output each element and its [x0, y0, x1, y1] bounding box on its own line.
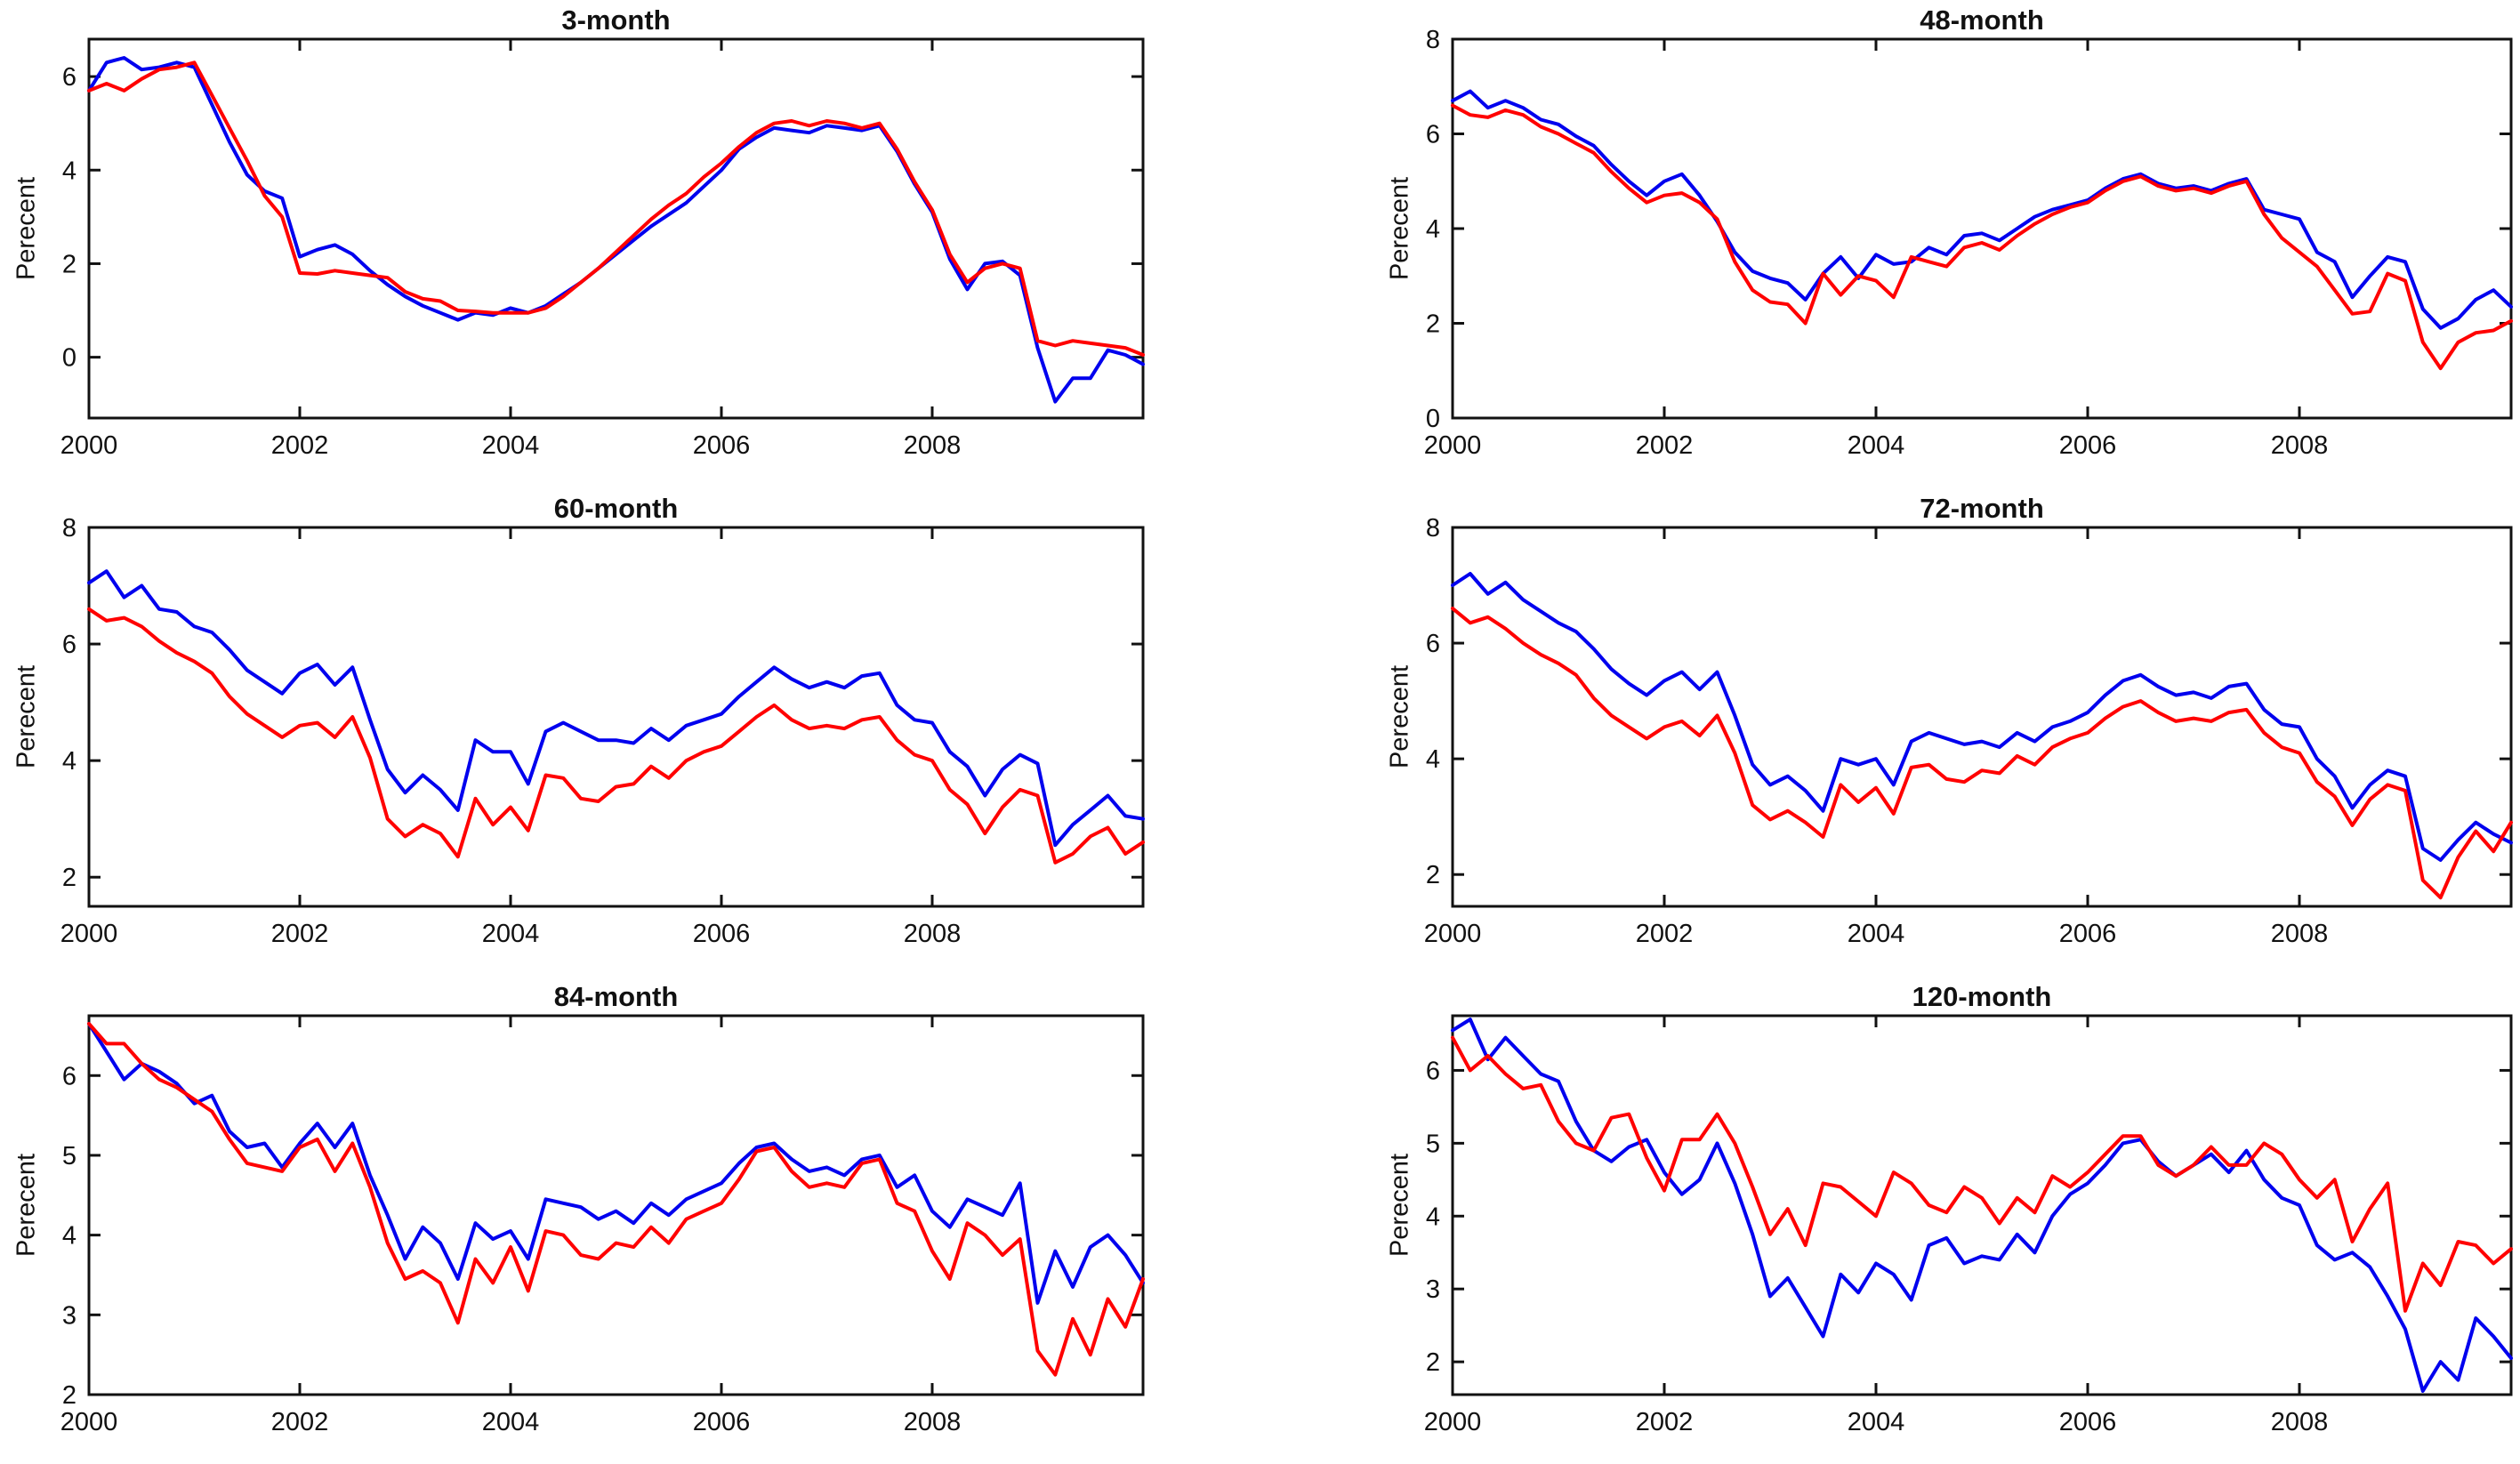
subplot-3-month: 3-month Perecent 2000 2002 2004 2006 2008 0 2 4… [0, 0, 1379, 487]
chart-title: 48-month [1920, 4, 2044, 36]
axes-box [87, 526, 1145, 908]
x-tick-label: 2002 [271, 920, 329, 948]
x-tick-label: 2000 [1424, 431, 1482, 460]
y-tick-label: 6 [1426, 630, 1440, 658]
y-tick-label: 4 [1426, 745, 1440, 774]
chart-title: 72-month [1920, 493, 2044, 524]
x-tick-label: 2008 [2271, 1408, 2329, 1436]
x-tick-label: 2004 [1848, 1408, 1905, 1436]
y-tick-label: 6 [1426, 121, 1440, 149]
y-tick-label: 4 [62, 1222, 76, 1251]
y-tick-label: 0 [1426, 405, 1440, 433]
y-tick-label: 6 [1426, 1057, 1440, 1085]
chart-plot-area: 2000 2002 2004 2006 2008 2 4 6 8 [60, 514, 1145, 948]
x-tick-label: 2004 [482, 1408, 540, 1436]
x-tick-label: 2006 [2059, 431, 2117, 460]
x-tick-label: 2000 [60, 431, 118, 460]
x-tick-label: 2004 [1848, 431, 1905, 460]
y-tick-label: 4 [62, 747, 76, 776]
x-tick-label: 2006 [2059, 1408, 2117, 1436]
y-tick-label: 0 [62, 344, 76, 373]
x-tick-label: 2006 [693, 431, 751, 460]
x-tick-label: 2002 [1636, 1408, 1694, 1436]
series-line-blue [87, 56, 1145, 404]
y-tick-label: 2 [1426, 1348, 1440, 1377]
y-tick-label: 3 [1426, 1275, 1440, 1304]
x-tick-label: 2004 [1848, 920, 1905, 948]
chart-title: 3-month [561, 4, 671, 36]
x-tick-label: 2008 [2271, 431, 2329, 460]
x-tick-label: 2006 [2059, 920, 2117, 948]
x-tick-label: 2008 [904, 920, 962, 948]
subplot-72-month: 72-month Perecent 2000 2002 2004 2006 2008 2 4… [1379, 488, 2520, 976]
x-tick-label: 2000 [60, 920, 118, 948]
x-tick-label: 2002 [1636, 431, 1694, 460]
series-line-red [87, 60, 1145, 357]
series-line-red [1451, 103, 2513, 371]
subplot-60-month: 60-month Perecent 2000 2002 2004 2006 2008 2 4… [0, 488, 1379, 976]
y-tick-label: 5 [1426, 1130, 1440, 1158]
x-tick-label: 2004 [482, 431, 540, 460]
chart-title: 84-month [553, 981, 679, 1012]
chart-plot-area: 2000 2002 2004 2006 2008 2 3 4 5 6 [60, 1014, 1145, 1436]
x-tick-label: 2002 [271, 1408, 329, 1436]
x-tick-label: 2004 [482, 920, 540, 948]
x-tick-label: 2006 [693, 920, 751, 948]
y-tick-label: 4 [1426, 215, 1440, 244]
chart-plot-area: 2000 2002 2004 2006 2008 2 4 6 8 [1424, 514, 2513, 948]
x-tick-label: 2008 [904, 431, 962, 460]
series-line-blue [87, 1022, 1145, 1305]
y-tick-label: 6 [62, 631, 76, 659]
chart-title: 120-month [1912, 981, 2052, 1012]
y-tick-label: 8 [1426, 26, 1440, 54]
series-line-blue [1451, 1018, 2513, 1393]
y-tick-label: 5 [62, 1142, 76, 1170]
x-tick-label: 2008 [904, 1408, 962, 1436]
y-tick-label: 6 [62, 1062, 76, 1090]
x-tick-label: 2000 [1424, 920, 1482, 948]
x-tick-label: 2008 [2271, 920, 2329, 948]
y-tick-label: 8 [1426, 514, 1440, 543]
x-tick-label: 2000 [1424, 1408, 1482, 1436]
subplot-120-month: 120-month Perecent 2000 2002 2004 2006 2008 2… [1379, 977, 2520, 1464]
series-line-blue [87, 569, 1145, 848]
x-tick-label: 2002 [271, 431, 329, 460]
x-tick-label: 2000 [60, 1408, 118, 1436]
x-tick-label: 2002 [1636, 920, 1694, 948]
y-tick-label: 2 [1426, 310, 1440, 339]
y-tick-label: 4 [62, 157, 76, 185]
series-line-red [1451, 607, 2513, 900]
chart-title: 60-month [553, 493, 679, 524]
y-tick-label: 2 [62, 1381, 76, 1410]
series-line-red [1451, 1035, 2513, 1313]
y-tick-label: 2 [62, 250, 76, 278]
axes-box [87, 37, 1145, 420]
series-line-red [87, 607, 1145, 865]
axes-box [1451, 526, 2513, 908]
axes-box [87, 1014, 1145, 1396]
y-tick-label: 2 [62, 864, 76, 892]
series-line-red [87, 1022, 1145, 1377]
x-tick-label: 2006 [693, 1408, 751, 1436]
axes-box [1451, 1014, 2513, 1396]
series-line-blue [1451, 89, 2513, 330]
y-tick-label: 2 [1426, 861, 1440, 889]
y-tick-label: 4 [1426, 1203, 1440, 1231]
chart-plot-area: 2000 2002 2004 2006 2008 2 3 4 5 6 [1424, 1014, 2513, 1436]
y-tick-label: 3 [62, 1301, 76, 1330]
chart-plot-area: 2000 2002 2004 2006 2008 0 2 4 6 8 [1424, 26, 2513, 460]
chart-plot-area: 2000 2002 2004 2006 2008 0 2 4 6 [60, 37, 1145, 460]
series-line-blue [1451, 572, 2513, 862]
subplot-48-month: 48-month Perecent 2000 2002 2004 2006 2008 0 2… [1379, 0, 2520, 487]
subplot-84-month: 84-month Perecent 2000 2002 2004 2006 2008 2 3… [0, 977, 1379, 1464]
y-tick-label: 8 [62, 514, 76, 543]
axes-box [1451, 37, 2513, 420]
y-tick-label: 6 [62, 63, 76, 92]
